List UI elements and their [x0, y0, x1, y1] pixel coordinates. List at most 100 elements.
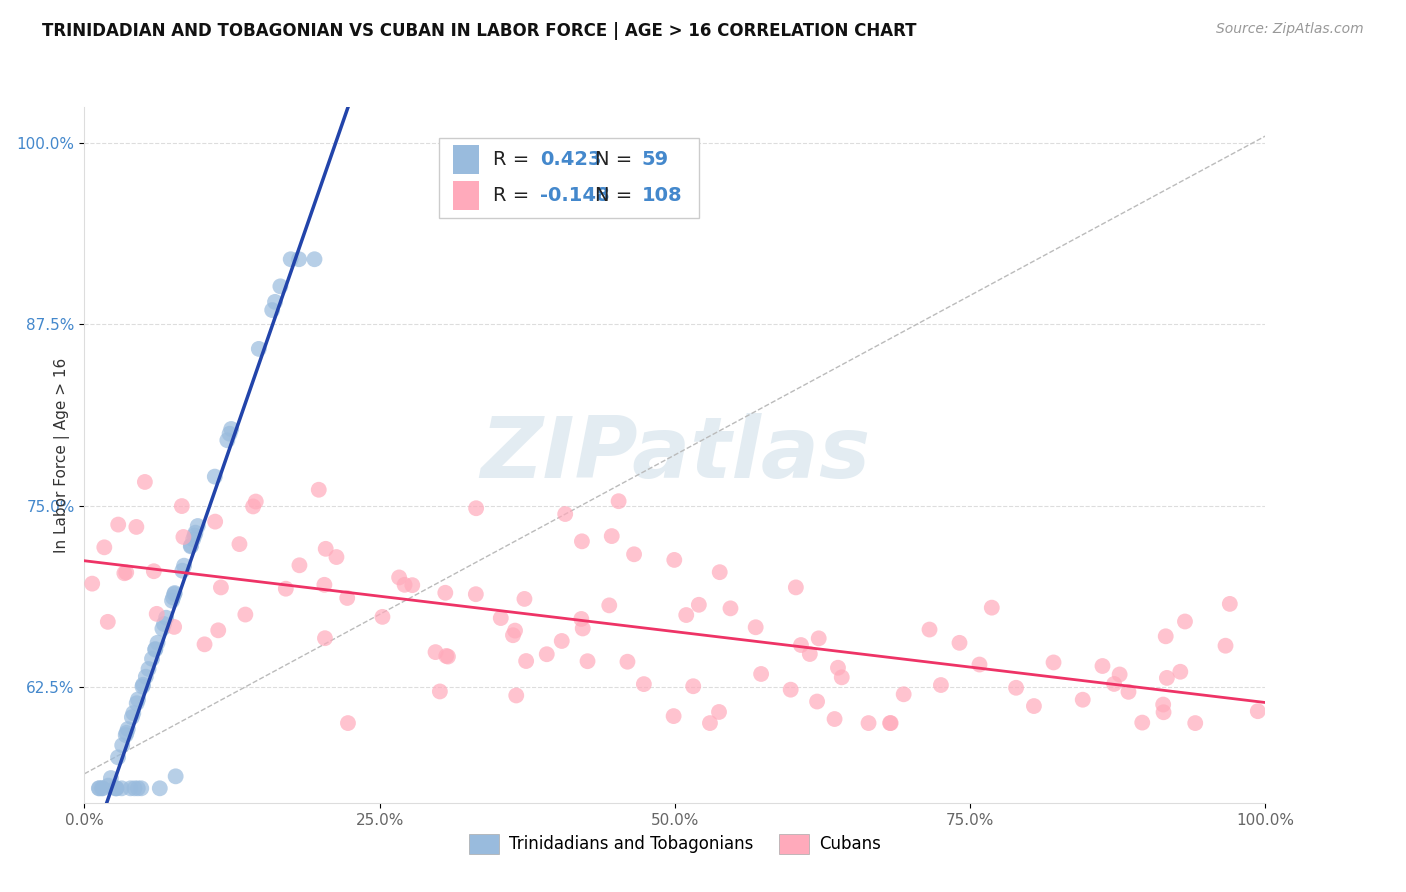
Point [82, 576, 104, 591]
Point [688, 598, 710, 612]
Point [172, 530, 194, 544]
Point [1156, 671, 1178, 685]
Point [1174, 615, 1197, 629]
Point [1005, 681, 1028, 695]
Point [858, 716, 880, 731]
Point [145, 642, 167, 657]
Point [187, 519, 209, 533]
Point [799, 647, 821, 661]
Point [1042, 656, 1064, 670]
Point [132, 678, 155, 692]
Point [807, 632, 830, 646]
Point [1219, 597, 1241, 611]
Point [217, 434, 239, 448]
Point [336, 716, 359, 731]
Point [127, 692, 149, 706]
Point [394, 578, 416, 592]
Point [1247, 704, 1270, 718]
Point [90, 781, 112, 796]
Point [1184, 716, 1206, 731]
Point [336, 591, 359, 605]
Text: 0.423: 0.423 [540, 150, 602, 169]
Point [513, 591, 536, 606]
Point [1153, 705, 1175, 719]
Point [209, 581, 232, 595]
Point [149, 781, 172, 796]
Point [135, 670, 157, 684]
Point [1022, 699, 1045, 714]
Point [104, 781, 127, 796]
Point [160, 593, 183, 607]
Point [143, 642, 166, 657]
Point [571, 622, 593, 636]
Point [879, 716, 901, 731]
Point [165, 769, 187, 783]
Text: R =: R = [494, 186, 536, 205]
Point [112, 566, 135, 581]
Point [180, 539, 202, 553]
Point [193, 637, 215, 651]
Point [146, 636, 169, 650]
Point [779, 682, 801, 697]
Point [228, 537, 250, 551]
Point [87, 781, 110, 796]
Point [1102, 677, 1125, 691]
Point [806, 694, 828, 708]
Point [91, 781, 114, 796]
Point [204, 515, 226, 529]
Point [707, 705, 730, 719]
Point [437, 649, 460, 664]
Point [1118, 685, 1140, 699]
Point [879, 716, 901, 731]
Point [131, 680, 153, 694]
Text: N =: N = [595, 186, 638, 205]
Point [269, 279, 291, 293]
Point [173, 558, 195, 573]
Text: N =: N = [595, 150, 638, 169]
Point [125, 520, 148, 534]
Point [288, 252, 311, 267]
Point [219, 422, 242, 436]
Text: -0.148: -0.148 [540, 186, 610, 205]
Point [785, 581, 807, 595]
Point [142, 564, 165, 578]
Point [699, 716, 721, 731]
Point [388, 570, 411, 584]
Point [503, 624, 526, 638]
Point [97, 779, 120, 793]
Point [918, 623, 941, 637]
Point [145, 607, 167, 621]
Point [434, 586, 457, 600]
Point [274, 582, 297, 596]
Point [434, 648, 457, 663]
Point [172, 564, 194, 578]
Point [163, 587, 186, 601]
Point [153, 617, 176, 632]
Point [124, 781, 146, 796]
Point [117, 722, 139, 736]
Point [141, 652, 163, 666]
Point [569, 612, 592, 626]
Point [465, 501, 488, 516]
Point [315, 541, 337, 556]
Point [576, 654, 599, 668]
Point [129, 781, 152, 796]
Point [121, 710, 143, 724]
Point [827, 661, 849, 675]
Point [125, 696, 148, 710]
FancyBboxPatch shape [439, 138, 699, 219]
Point [969, 657, 991, 672]
Point [114, 728, 136, 742]
Legend: Trinidadians and Tobagonians, Cubans: Trinidadians and Tobagonians, Cubans [463, 827, 887, 861]
Point [134, 475, 156, 489]
Bar [453, 145, 479, 174]
Point [980, 600, 1002, 615]
Point [709, 565, 731, 579]
Point [1154, 629, 1177, 643]
Point [749, 667, 772, 681]
Point [675, 608, 697, 623]
Point [280, 252, 302, 267]
Point [1130, 715, 1153, 730]
Point [163, 586, 186, 600]
Point [184, 525, 207, 540]
